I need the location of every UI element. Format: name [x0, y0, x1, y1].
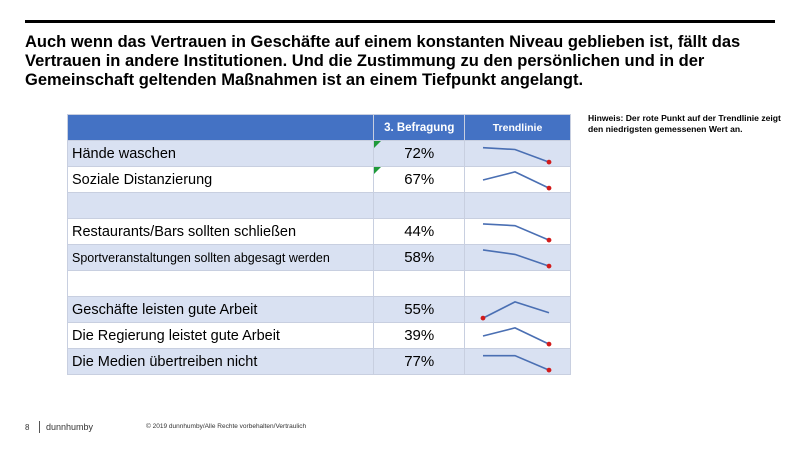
table-row: Restaurants/Bars sollten schließen 44% [66, 218, 571, 245]
page-number: 8 [25, 423, 30, 432]
row-label: Sportveranstaltungen sollten abgesagt we… [66, 244, 375, 271]
sparkline-path [483, 354, 550, 371]
row-trend [464, 192, 571, 219]
row-label [66, 192, 375, 219]
sparkline [482, 146, 552, 164]
row-label: Die Medien übertreiben nicht [66, 348, 375, 375]
min-point-marker [546, 367, 552, 372]
row-label: Hände waschen [66, 140, 375, 167]
row-value: 55% [373, 296, 465, 323]
row-value-text: 67% [404, 171, 435, 188]
min-point-marker [546, 263, 552, 268]
row-label: Restaurants/Bars sollten schließen [66, 218, 375, 245]
sparkline [482, 326, 552, 346]
sparkline-path [482, 248, 550, 267]
page-title: Auch wenn das Vertrauen in Geschäfte auf… [25, 33, 741, 89]
sparkline-path [482, 222, 550, 241]
sparkline [482, 248, 552, 268]
sparkline [482, 222, 552, 242]
sparkline-path [482, 146, 550, 163]
row-value: 77% [373, 348, 465, 375]
min-point-marker [546, 341, 552, 346]
min-point-marker [546, 185, 552, 190]
row-trend [464, 218, 571, 245]
table-row: Hände waschen 72% [66, 140, 571, 167]
sparkline-path [482, 170, 550, 189]
row-trend [464, 322, 571, 349]
row-value [373, 270, 465, 297]
table-header-row: 3. Befragung Trendlinie [66, 114, 571, 141]
copyright: © 2019 dunnhumby/Alle Rechte vorbehalten… [146, 423, 307, 430]
row-value-text: 72% [404, 145, 435, 162]
row-value-text: 58% [404, 249, 435, 266]
table-row: Die Regierung leistet gute Arbeit 39% [66, 322, 571, 349]
row-trend [464, 244, 571, 271]
table-row: Sportveranstaltungen sollten abgesagt we… [66, 244, 571, 271]
top-divider [25, 20, 775, 23]
sparkline [482, 170, 552, 190]
footer-divider [39, 421, 40, 433]
brand-logo: dunnhumby [46, 422, 94, 432]
row-value: 39% [373, 322, 465, 349]
row-value: 58% [373, 244, 465, 271]
row-value-text: 77% [404, 353, 435, 370]
flag-marker-icon [374, 167, 382, 174]
row-label [66, 270, 375, 297]
row-label: Soziale Distanzierung [66, 166, 375, 193]
row-value: 67% [373, 166, 465, 193]
row-value-text: 39% [404, 327, 435, 344]
row-trend [464, 140, 571, 167]
trendline-note: Hinweis: Der rote Punkt auf der Trendlin… [588, 113, 781, 134]
header-label [66, 114, 375, 141]
table-row [66, 270, 571, 297]
table-row [66, 192, 571, 219]
table-row: Geschäfte leisten gute Arbeit 55% [66, 296, 571, 323]
row-value-text: 44% [404, 223, 435, 240]
header-value: 3. Befragung [373, 114, 465, 141]
row-trend [464, 348, 571, 375]
row-value [373, 192, 465, 219]
row-value: 44% [373, 218, 465, 245]
row-label: Geschäfte leisten gute Arbeit [66, 296, 375, 323]
min-point-marker [546, 237, 552, 242]
sparkline [480, 300, 550, 320]
min-point-marker [546, 159, 552, 164]
row-trend [464, 270, 571, 297]
min-point-marker [480, 315, 486, 320]
row-value: 72% [373, 140, 465, 167]
flag-marker-icon [374, 141, 382, 148]
row-trend [464, 166, 571, 193]
table-row: Die Medien übertreiben nicht 77% [66, 348, 571, 375]
table-body: Hände waschen 72% Soziale Distanzierung 67%… [66, 140, 571, 375]
sparkline-path [482, 300, 550, 319]
sparkline-path [482, 326, 550, 345]
survey-table: 3. Befragung Trendlinie Hände waschen 72%… [66, 114, 571, 375]
sparkline [483, 354, 552, 372]
header-trend: Trendlinie [464, 114, 571, 141]
row-label: Die Regierung leistet gute Arbeit [66, 322, 375, 349]
row-value-text: 55% [404, 301, 435, 318]
row-trend [464, 296, 571, 323]
table-row: Soziale Distanzierung 67% [66, 166, 571, 193]
